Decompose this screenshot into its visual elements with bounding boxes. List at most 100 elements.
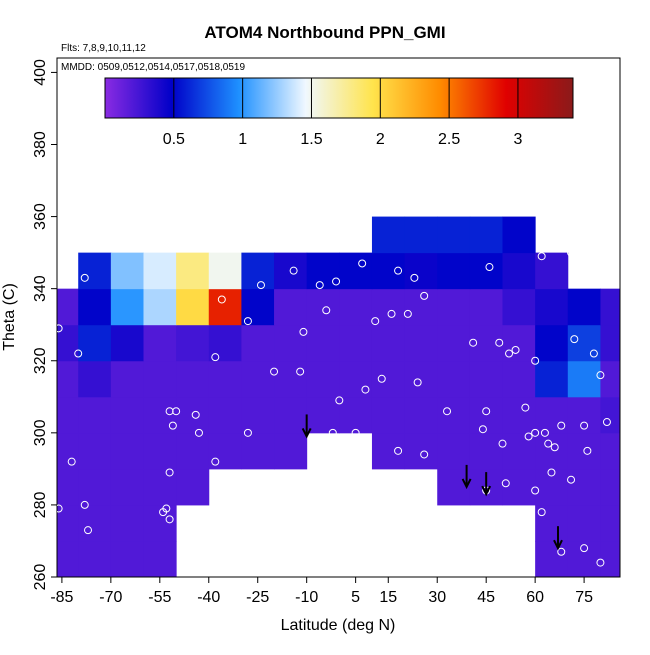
heat-cell [535, 504, 569, 542]
heat-cell [306, 324, 340, 362]
flight-point [84, 526, 93, 535]
flight-point [387, 309, 396, 318]
colorbar-tick-label: 3 [513, 131, 522, 148]
flight-point [57, 324, 63, 333]
flight-point [570, 335, 579, 344]
flight-point [217, 295, 226, 304]
heat-cell [339, 288, 373, 326]
heat-cell [567, 504, 601, 542]
heat-cell [57, 540, 79, 577]
x-tick-label: 45 [477, 589, 495, 606]
chart-title: ATOM4 Northbound PPN_GMI [204, 23, 445, 42]
heat-cell [600, 468, 620, 506]
colorbar-tick-label: 1.5 [300, 131, 322, 148]
heat-cell [176, 432, 210, 470]
flight-point [172, 407, 181, 416]
heat-cell [469, 252, 504, 290]
heat-cell [274, 324, 308, 362]
flight-point [361, 385, 370, 394]
flight-point [524, 432, 533, 441]
arrow-head [481, 485, 492, 497]
heat-cell [404, 432, 438, 470]
heat-cell [600, 396, 620, 434]
flight-point [547, 468, 556, 477]
heat-cell [339, 396, 373, 434]
heat-cell [143, 432, 177, 470]
flight-point [351, 428, 360, 437]
heat-cell [502, 396, 536, 434]
heat-cell [110, 468, 144, 506]
colorbar-tick-label: 2 [376, 131, 385, 148]
flight-point [403, 309, 412, 318]
heat-cell [469, 324, 504, 362]
heat-cell [274, 432, 308, 470]
flight-point [165, 468, 174, 477]
x-axis-label: Latitude (deg N) [281, 617, 396, 634]
heatmap [57, 216, 620, 577]
heat-cell [404, 252, 438, 290]
heat-cell [502, 252, 536, 290]
flight-point [469, 338, 478, 347]
heat-cell [567, 540, 601, 577]
arrow-head [461, 478, 472, 490]
y-tick-label: 300 [32, 419, 49, 446]
heat-cell [437, 216, 471, 254]
flight-point [80, 273, 89, 282]
heat-cell [110, 252, 144, 290]
flight-point [478, 425, 487, 434]
heat-cell [535, 468, 569, 506]
heat-cell [371, 216, 406, 254]
y-tick-label: 340 [32, 275, 49, 302]
flight-point [521, 403, 530, 412]
heat-cell [404, 216, 438, 254]
heat-cell [176, 468, 210, 506]
arrow [301, 414, 312, 439]
x-tick-label: 15 [379, 589, 397, 606]
x-tick-label: 60 [526, 589, 544, 606]
heat-cell [110, 540, 144, 577]
heat-cell [143, 468, 177, 506]
x-tick-label: -70 [99, 589, 122, 606]
heat-cell [502, 216, 536, 254]
y-tick-label: 260 [32, 564, 49, 591]
heat-cell [57, 396, 79, 434]
heat-cell [176, 360, 210, 398]
heat-cell [143, 540, 177, 577]
flight-point [550, 443, 559, 452]
heat-cell [78, 324, 112, 362]
flight-point [243, 317, 252, 326]
heat-cell [437, 396, 471, 434]
colorbar-tick-label: 1 [238, 131, 247, 148]
heat-cell [437, 360, 471, 398]
heat-cell [176, 288, 210, 326]
flight-point [443, 407, 452, 416]
heat-cell [600, 432, 620, 470]
heat-cell [78, 252, 112, 290]
heat-cell [437, 324, 471, 362]
y-tick-label: 380 [32, 131, 49, 158]
heat-cell [208, 324, 242, 362]
heat-cell [371, 288, 406, 326]
heat-cell [437, 288, 471, 326]
subtitle: Flts: 7,8,9,10,11,12 [61, 43, 146, 54]
heat-cell [241, 360, 275, 398]
heat-cell [110, 360, 144, 398]
heat-cell [241, 396, 275, 434]
heat-cell [502, 360, 536, 398]
flight-point [531, 428, 540, 437]
y-axis-label: Theta (C) [1, 283, 18, 351]
heat-cell [567, 396, 601, 434]
arrow [481, 472, 492, 497]
heat-cell [274, 288, 308, 326]
heat-cell [567, 288, 601, 326]
flight-point [67, 457, 76, 466]
heat-cell [306, 252, 340, 290]
colorbar-tick-label: 2.5 [438, 131, 460, 148]
heat-cell [371, 252, 406, 290]
flight-point [557, 547, 566, 556]
heat-cell [306, 360, 340, 398]
flight-point [495, 338, 504, 347]
y-tick-label: 360 [32, 203, 49, 230]
heat-cell [110, 432, 144, 470]
heat-cell [78, 540, 112, 577]
